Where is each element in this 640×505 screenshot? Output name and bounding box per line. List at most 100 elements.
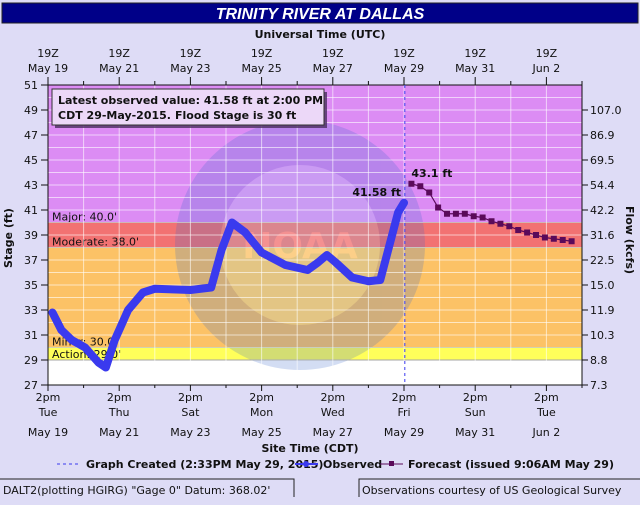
- bottom-tick-day: Fri: [397, 406, 410, 419]
- forecast-point: [550, 235, 557, 242]
- observed-point: [95, 359, 102, 366]
- x-axis-label: Site Time (CDT): [261, 442, 358, 455]
- top-tick-date: May 25: [241, 62, 281, 75]
- forecast-point: [506, 223, 513, 230]
- top-tick-date: Jun 2: [532, 62, 561, 75]
- y-tick-label: 39: [24, 229, 38, 242]
- top-tick-time: 19Z: [251, 47, 273, 60]
- y2-tick-label: 69.5: [590, 154, 615, 167]
- observed-point: [389, 232, 396, 238]
- observed-point: [282, 262, 289, 268]
- bottom-tick-time: 2pm: [178, 391, 203, 404]
- y2-tick-label: 10.3: [590, 329, 615, 342]
- chart-title: TRINITY RIVER AT DALLAS: [216, 6, 425, 23]
- y-tick-label: 35: [24, 279, 38, 292]
- observed-point: [258, 249, 265, 256]
- bottom-tick-time: 2pm: [320, 391, 345, 404]
- y2-tick-label: 8.8: [590, 354, 608, 367]
- info-line2: CDT 29-May-2015.: [58, 109, 171, 122]
- forecast-point: [408, 180, 415, 187]
- y-tick-label: 27: [24, 379, 38, 392]
- top-tick-date: May 27: [313, 62, 353, 75]
- y2-axis-label: Flow (kcfs): [623, 206, 636, 274]
- observed-point: [139, 289, 146, 296]
- info-line1: Latest observed value: 41.58 ft at 2:00 …: [58, 94, 323, 107]
- legend-observed: Observed: [323, 458, 382, 471]
- bottom-tick-date: May 19: [28, 426, 68, 439]
- bottom-tick-date: May 27: [313, 426, 353, 439]
- observed-point: [111, 337, 118, 343]
- y2-tick-label: 86.9: [590, 129, 615, 142]
- observed-point: [218, 247, 225, 253]
- observed-point: [349, 274, 356, 281]
- top-tick-date: May 21: [99, 62, 139, 75]
- top-tick-time: 19Z: [108, 47, 130, 60]
- top-tick-date: May 23: [170, 62, 210, 75]
- title-bar: [1, 2, 639, 24]
- bottom-tick-time: 2pm: [249, 391, 274, 404]
- y-tick-label: 47: [24, 129, 38, 142]
- bottom-tick-time: 2pm: [392, 391, 417, 404]
- axes: 27 29 31 33 35 37 39 41 43 45 47 49 51 107.0 86.9 69.5 5…: [24, 47, 622, 439]
- observed-point: [332, 259, 339, 266]
- bottom-tick-day: Tue: [38, 406, 58, 419]
- y2-tick-label: 42.2: [590, 204, 615, 217]
- observed-point: [377, 277, 384, 283]
- y-tick-label: 51: [24, 79, 38, 92]
- info-flood-stage: Flood Stage is 30 ft: [175, 109, 296, 122]
- y-axis-label: Stage (ft): [2, 208, 15, 268]
- bottom-tick-day: Sun: [465, 406, 486, 419]
- observed-point: [323, 252, 330, 258]
- forecast-point: [524, 229, 531, 236]
- forecast-peak-label: 43.1 ft: [411, 167, 452, 180]
- info-box: Latest observed value: 41.58 ft at 2:00 …: [51, 88, 327, 128]
- observed-point: [151, 285, 158, 292]
- y2-tick-label: 54.4: [590, 179, 615, 192]
- forecast-point: [568, 238, 575, 245]
- forecast-point: [417, 183, 424, 190]
- bottom-tick-date: May 23: [170, 426, 210, 439]
- forecast-point: [470, 213, 477, 220]
- y2-tick-label: 22.5: [590, 254, 615, 267]
- y-tick-label: 49: [24, 104, 38, 117]
- observed-point: [82, 344, 89, 351]
- forecast-point: [444, 210, 451, 217]
- footer-credit: Observations courtesy of US Geological S…: [362, 484, 622, 497]
- observed-point: [68, 337, 75, 343]
- bottom-tick-date: May 21: [99, 426, 139, 439]
- top-tick-time: 19Z: [393, 47, 415, 60]
- legend: Graph Created (2:33PM May 29, 2015) Obse…: [57, 458, 614, 471]
- bottom-tick-time: 2pm: [463, 391, 488, 404]
- y-tick-label: 33: [24, 304, 38, 317]
- legend-graph-created: Graph Created (2:33PM May 29, 2015): [86, 458, 323, 471]
- y-tick-label: 31: [24, 329, 38, 342]
- bottom-tick-day: Tue: [536, 406, 556, 419]
- bottom-tick-date: May 31: [455, 426, 495, 439]
- bottom-tick-time: 2pm: [534, 391, 559, 404]
- observed-point: [228, 219, 235, 226]
- footer-datum: DALT2(plotting HGIRG) "Gage 0" Datum: 36…: [3, 484, 270, 497]
- observed-point: [242, 229, 249, 236]
- forecast-point: [515, 227, 522, 233]
- forecast-point: [559, 237, 566, 243]
- forecast-point: [479, 214, 486, 221]
- observed-point: [304, 267, 311, 273]
- forecast-point: [452, 210, 459, 217]
- top-tick-time: 19Z: [536, 47, 558, 60]
- y2-tick-label: 15.0: [590, 279, 615, 292]
- series: [48, 180, 575, 372]
- y-tick-label: 45: [24, 154, 38, 167]
- top-tick-date: May 31: [455, 62, 495, 75]
- bottom-tick-day: Wed: [321, 406, 345, 419]
- bottom-tick-time: 2pm: [107, 391, 132, 404]
- forecast-point: [541, 234, 548, 241]
- top-tick-time: 19Z: [180, 47, 202, 60]
- y2-tick-label: 31.6: [590, 229, 615, 242]
- top-tick-date: May 19: [28, 62, 68, 75]
- legend-forecast: Forecast (issued 9:06AM May 29): [408, 458, 614, 471]
- flood-label: Moderate: 38.0': [52, 236, 139, 249]
- bottom-tick-date: Jun 2: [532, 426, 561, 439]
- bottom-tick-day: Sat: [181, 406, 200, 419]
- y-tick-label: 43: [24, 179, 38, 192]
